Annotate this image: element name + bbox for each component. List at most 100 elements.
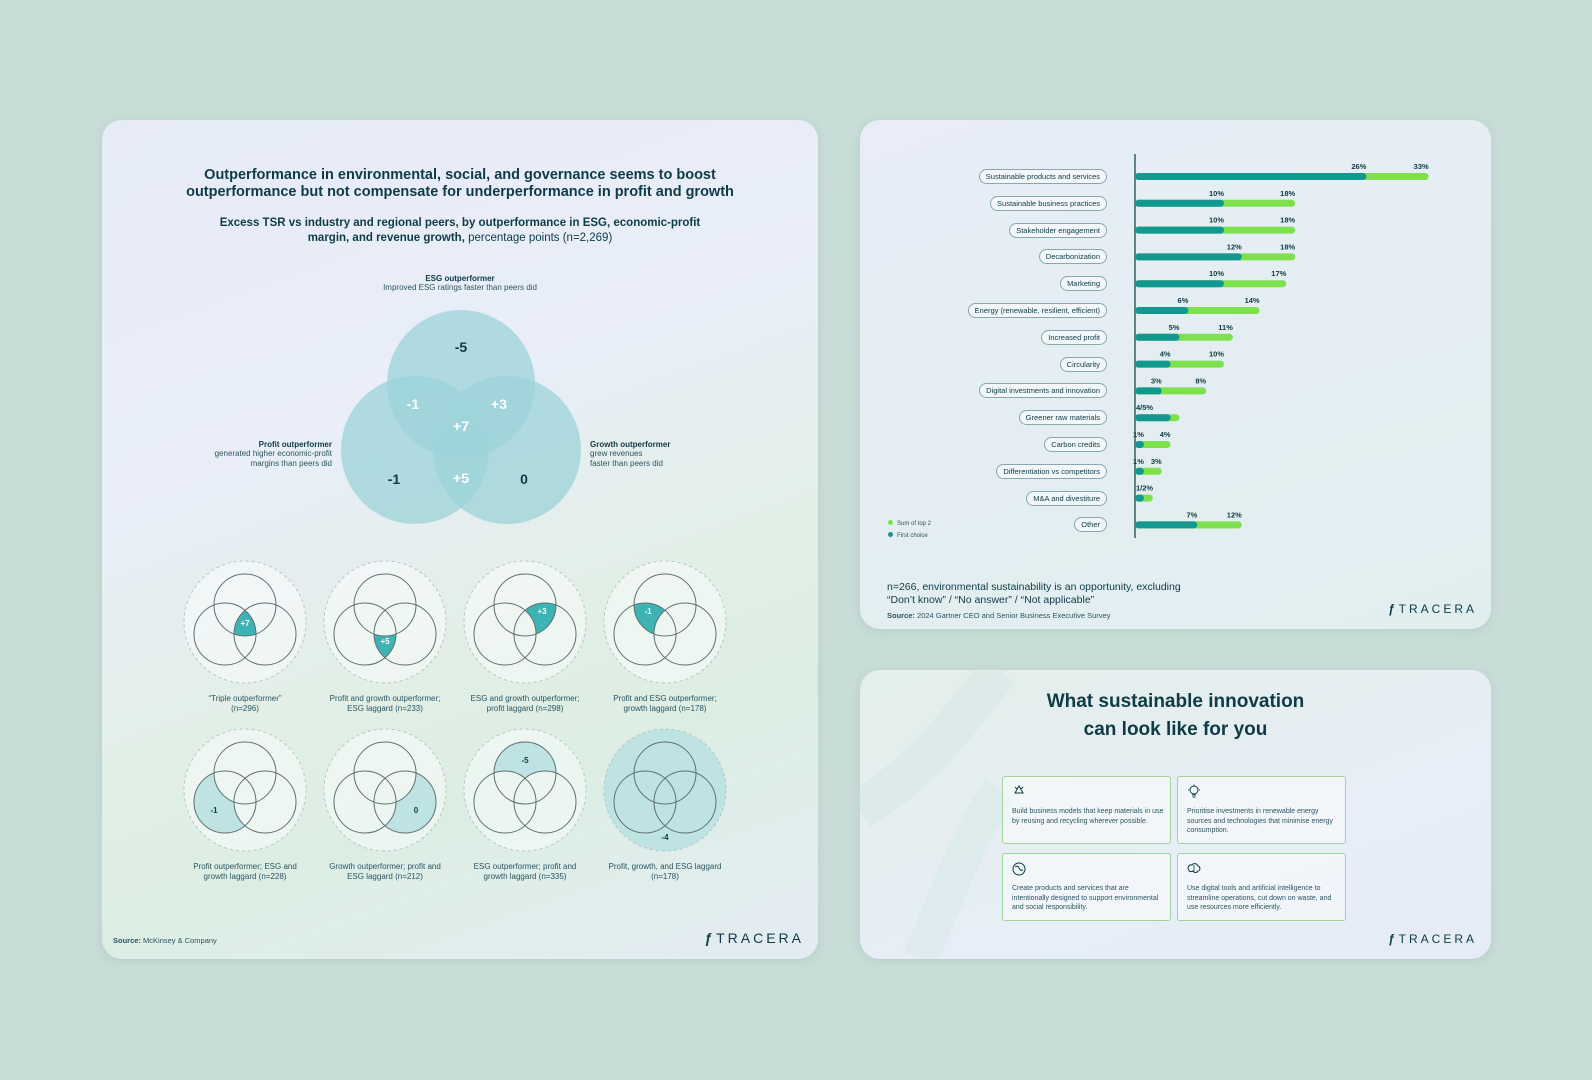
highlight-region bbox=[234, 603, 256, 636]
small-venn-circle bbox=[613, 602, 677, 666]
small-multiple-caption: Growth outperformer; profit and ESG lagga… bbox=[315, 862, 455, 882]
small-venn-circle bbox=[653, 770, 717, 834]
bar-first-choice bbox=[1135, 467, 1144, 475]
bar-label-top2: 17% bbox=[1271, 269, 1286, 278]
bar-label-combined: 1/2% bbox=[1136, 484, 1153, 493]
venn-title: Outperformance in environmental, social,… bbox=[186, 167, 734, 200]
bar-label-top2: 10% bbox=[1209, 350, 1224, 359]
category-label: Decarbonization bbox=[1038, 249, 1107, 265]
small-multiple-6: 0 bbox=[323, 728, 447, 852]
category-label: Other bbox=[1074, 517, 1107, 533]
legend-swatch-top2 bbox=[888, 520, 893, 525]
region-esg-profit: -1 bbox=[407, 396, 420, 412]
region-profit-only: -1 bbox=[388, 471, 401, 487]
tracera-mark-icon-2: ƒ bbox=[1387, 602, 1395, 616]
region-all-three: +7 bbox=[453, 418, 469, 434]
region-esg-only: -5 bbox=[455, 339, 468, 355]
caption-line: (n=178) bbox=[651, 872, 679, 881]
category-label: Circularity bbox=[1059, 356, 1107, 372]
bar-top2 bbox=[1135, 441, 1171, 448]
small-venn-circle bbox=[373, 770, 437, 834]
bar-first-choice bbox=[1135, 387, 1162, 395]
caption-line: growth laggard (n=228) bbox=[203, 872, 287, 881]
bar-label-first-choice: 10% bbox=[1209, 269, 1224, 278]
bar-label-first-choice: 10% bbox=[1209, 189, 1224, 198]
small-venn-circle bbox=[473, 602, 537, 666]
region-growth-only: 0 bbox=[520, 471, 528, 487]
category-label: Marketing bbox=[1060, 276, 1107, 292]
small-venn-circle bbox=[373, 602, 437, 666]
category-label: Differentiation vs competitors bbox=[996, 463, 1107, 479]
bar-first-choice bbox=[1135, 307, 1189, 314]
innovation-title: What sustainable innovation can look lik… bbox=[1046, 691, 1305, 740]
bar-first-choice bbox=[1135, 521, 1198, 529]
caption-line: “Triple outperformer” bbox=[208, 694, 282, 703]
tracera-logo: ƒ TRACERA bbox=[704, 930, 804, 946]
category-label: Increased profit bbox=[1041, 329, 1107, 345]
region-profit-growth: +5 bbox=[453, 470, 469, 486]
bar-first-choice bbox=[1135, 360, 1171, 368]
caption-line: (n=296) bbox=[231, 704, 259, 713]
venn-card: Outperformance in environmental, social,… bbox=[102, 120, 818, 959]
bar-first-choice bbox=[1135, 199, 1224, 207]
venn-diagram-svg: -5 -1 0 -1 +3 +5 +7 bbox=[341, 310, 581, 524]
small-multiple-caption: “Triple outperformer” (n=296) bbox=[175, 694, 315, 714]
growth-circle bbox=[433, 376, 581, 524]
caption-line: Profit, growth, and ESG laggard bbox=[608, 862, 722, 871]
caption-line: Profit and ESG outperformer; bbox=[613, 694, 717, 703]
small-multiple-caption: ESG and growth outperformer; profit lagga… bbox=[455, 694, 595, 714]
small-venn-circle bbox=[473, 770, 537, 834]
bar-first-choice bbox=[1135, 494, 1144, 502]
small-multiple-caption: Profit, growth, and ESG laggard (n=178) bbox=[595, 862, 735, 882]
legend-swatch-first bbox=[888, 532, 893, 537]
small-multiple-caption: Profit and ESG outperformer; growth lagga… bbox=[595, 694, 735, 714]
caption-line: growth laggard (n=178) bbox=[623, 704, 707, 713]
small-venn-circle bbox=[233, 770, 297, 834]
small-venn-circle bbox=[653, 602, 717, 666]
bar-first-choice bbox=[1135, 173, 1367, 180]
bar-label-combined: 4/5% bbox=[1136, 403, 1153, 412]
bar-label-first-choice: 6% bbox=[1178, 296, 1189, 305]
small-multiple-frame bbox=[603, 728, 727, 852]
category-label: Greener raw materials bbox=[1018, 410, 1107, 426]
small-venn-circle bbox=[233, 602, 297, 666]
caption-line: Profit and growth outperformer; bbox=[329, 694, 441, 703]
small-multiple-value: 0 bbox=[414, 806, 419, 815]
small-venn-circle bbox=[513, 770, 577, 834]
bar-label-first-choice: 7% bbox=[1186, 510, 1197, 519]
small-multiple-caption: Profit and growth outperformer; ESG lagga… bbox=[315, 694, 455, 714]
tracera-logo-3: ƒ TRACERA bbox=[1387, 932, 1477, 946]
bar-first-choice bbox=[1135, 280, 1224, 288]
profit-outperformer-label: Profit outperformer generated higher eco… bbox=[214, 440, 332, 468]
small-multiple-caption: Profit outperformer; ESG and growth lagga… bbox=[175, 862, 315, 882]
bar-first-choice bbox=[1135, 414, 1171, 422]
decor-curves bbox=[860, 670, 1015, 959]
small-venn-circle bbox=[193, 770, 257, 834]
bar-label-first-choice: 10% bbox=[1209, 216, 1224, 225]
bar-label-top2: 33% bbox=[1414, 162, 1429, 171]
small-multiple-4: -1 bbox=[603, 560, 727, 684]
small-venn-circle bbox=[613, 770, 677, 834]
highlight-region bbox=[194, 771, 256, 833]
growth-outperformer-label: Growth outperformer grew revenues faster… bbox=[590, 440, 671, 468]
venn-subtitle: Excess TSR vs industry and regional peer… bbox=[219, 217, 701, 244]
caption-line: Growth outperformer; profit and bbox=[329, 862, 441, 871]
bar-label-first-choice: 12% bbox=[1227, 242, 1242, 251]
legend-item-first: First choice bbox=[888, 532, 931, 539]
esg-outperformer-label: ESG outperformer Improved ESG ratings fa… bbox=[383, 274, 537, 292]
bar-label-first-choice: 4% bbox=[1160, 350, 1171, 359]
venn-source: Source: McKinsey & Company bbox=[113, 936, 217, 945]
legend-item-top2: Sum of top 2 bbox=[888, 520, 931, 527]
small-multiple-value: -1 bbox=[644, 607, 652, 616]
bar-chart-card: Sustainable products and services Sustain… bbox=[860, 120, 1491, 629]
tile-digital: Use digital tools and artificial intelli… bbox=[1177, 853, 1346, 921]
category-label: Energy (renewable, resilient, efficient) bbox=[967, 303, 1107, 318]
tracera-mark-icon: ƒ bbox=[704, 930, 713, 946]
small-multiple-value: -5 bbox=[521, 756, 529, 765]
category-label: Sustainable business practices bbox=[990, 195, 1107, 211]
brain-icon bbox=[1187, 863, 1201, 873]
bar-label-first-choice: 26% bbox=[1351, 162, 1366, 171]
small-venn-circle bbox=[513, 602, 577, 666]
caption-line: ESG laggard (n=233) bbox=[347, 704, 423, 713]
caption-line: profit laggard (n=298) bbox=[486, 704, 564, 713]
